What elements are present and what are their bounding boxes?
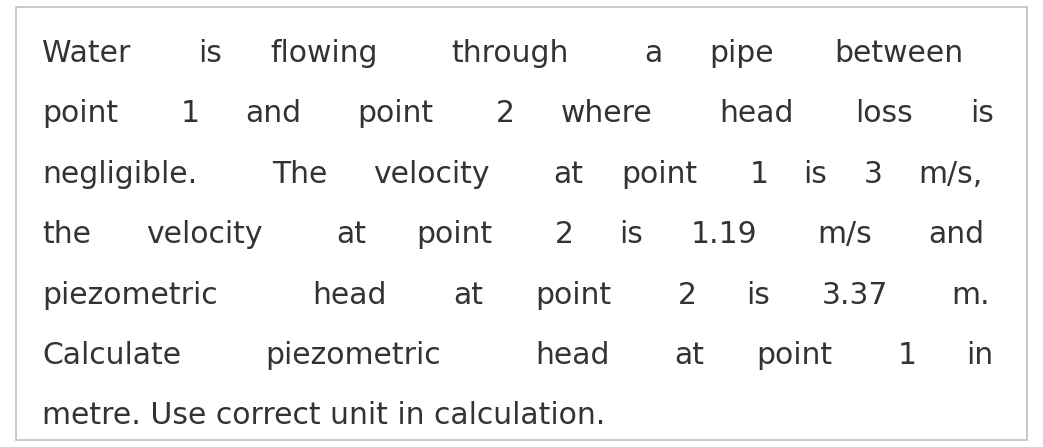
Text: is: is [803,160,827,189]
Text: at: at [453,281,483,309]
Text: is: is [620,220,644,249]
Text: at: at [675,341,704,370]
Text: at: at [337,220,366,249]
Text: The: The [272,160,328,189]
FancyBboxPatch shape [16,7,1027,440]
Text: is: is [970,100,994,128]
Text: point: point [622,160,698,189]
Text: between: between [834,39,964,68]
Text: 2: 2 [678,281,697,309]
Text: m.: m. [951,281,990,309]
Text: piezometric: piezometric [265,341,440,370]
Text: and: and [928,220,985,249]
Text: m/s: m/s [818,220,872,249]
Text: point: point [358,100,434,128]
Text: at: at [553,160,583,189]
Text: metre. Use correct unit in calculation.: metre. Use correct unit in calculation. [42,401,605,430]
Text: in: in [966,341,993,370]
Text: flowing: flowing [270,39,378,68]
Text: point: point [416,220,492,249]
Text: head: head [720,100,794,128]
Text: Calculate: Calculate [42,341,181,370]
Text: 3.37: 3.37 [822,281,888,309]
Text: piezometric: piezometric [42,281,218,309]
Text: pipe: pipe [709,39,774,68]
Text: 1: 1 [180,100,199,128]
Text: 2: 2 [555,220,574,249]
Text: is: is [747,281,771,309]
Text: 1.19: 1.19 [690,220,757,249]
Text: 1: 1 [898,341,917,370]
Text: loss: loss [855,100,914,128]
Text: Water: Water [42,39,130,68]
Text: velocity: velocity [146,220,262,249]
Text: point: point [756,341,832,370]
Text: negligible.: negligible. [42,160,197,189]
Text: 2: 2 [496,100,515,128]
Text: and: and [245,100,301,128]
Text: velocity: velocity [373,160,489,189]
Text: point: point [536,281,612,309]
Text: where: where [561,100,653,128]
Text: is: is [198,39,222,68]
Text: 3: 3 [864,160,883,189]
Text: point: point [42,100,118,128]
Text: a: a [644,39,662,68]
Text: the: the [42,220,91,249]
Text: through: through [451,39,568,68]
Text: 1: 1 [750,160,769,189]
Text: head: head [535,341,609,370]
Text: head: head [313,281,387,309]
Text: m/s,: m/s, [918,160,983,189]
